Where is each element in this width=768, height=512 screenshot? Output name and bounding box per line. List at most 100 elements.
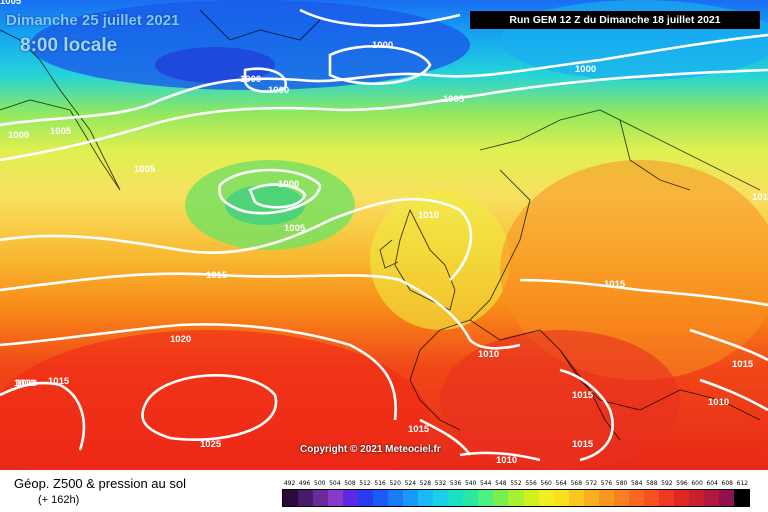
legend-value: 580 — [615, 480, 628, 487]
legend-value: 540 — [464, 480, 477, 487]
legend-value: 544 — [480, 480, 492, 487]
legend-value: 548 — [495, 480, 507, 487]
isobar-label: 1000 — [8, 130, 29, 141]
legend-swatch — [463, 490, 479, 506]
coastlines — [0, 9, 761, 441]
footer-subtitle: (+ 162h) — [38, 494, 80, 506]
footer-title: Géop. Z500 & pression au sol — [14, 476, 186, 491]
legend-swatch — [598, 490, 614, 506]
isobar-label: 1015 — [732, 359, 754, 370]
legend-value: 492 — [283, 480, 296, 487]
legend-swatch — [283, 490, 299, 506]
legend-value: 500 — [314, 480, 326, 487]
legend-swatch — [328, 490, 344, 506]
copyright-notice: Copyright © 2021 Meteociel.fr — [300, 444, 441, 455]
legend-value: 536 — [449, 480, 462, 487]
forecast-time: 8:00 locale — [20, 35, 118, 56]
legend-swatch — [703, 490, 719, 506]
footer: Géop. Z500 & pression au sol (+ 162h) 49… — [0, 470, 768, 512]
legend-swatch — [298, 490, 314, 506]
legend-value: 568 — [570, 480, 583, 487]
isobar-label: 1000 — [268, 85, 289, 96]
legend-swatch — [403, 490, 419, 506]
legend-swatch — [448, 490, 464, 506]
isobar-label: 1010 — [418, 210, 439, 221]
legend-swatch — [373, 490, 389, 506]
red-azores-blob — [0, 330, 430, 470]
legend-value: 612 — [736, 480, 749, 487]
isobar-label: 1005 — [443, 94, 465, 105]
legend-value: 592 — [661, 480, 673, 487]
isobar-label: 1005 — [50, 126, 72, 137]
legend-swatch — [523, 490, 539, 506]
legend-value: 588 — [646, 480, 658, 487]
isobar-label: 101 — [752, 192, 768, 203]
legend-swatch — [733, 490, 749, 506]
legend-swatch — [628, 490, 644, 506]
legend-swatch — [568, 490, 584, 506]
legend-value: 496 — [298, 480, 311, 487]
isobar-label: 1010 — [496, 455, 517, 466]
legend-value: 608 — [721, 480, 733, 487]
isobar-label: 1015 — [572, 390, 594, 401]
legend-value: 508 — [344, 480, 356, 487]
legend-swatch — [538, 490, 554, 506]
forecast-date: Dimanche 25 juillet 2021 — [6, 12, 180, 29]
isobar-label: 1010 — [14, 378, 35, 389]
legend-value: 552 — [510, 480, 522, 487]
isobar-label: 1005 — [134, 164, 156, 175]
isobar-label: 1015 — [572, 439, 594, 450]
isobar-label: 1015 — [48, 376, 70, 387]
isobar-label: 1005 — [0, 0, 22, 7]
isobar-label: 1000 — [575, 64, 596, 75]
low-height-blob — [30, 0, 470, 90]
legend-swatch — [343, 490, 359, 506]
legend-value: 528 — [419, 480, 432, 487]
isobar-labels: 1005 1000 1000 1000 1000 1005 1000 1005 … — [0, 0, 768, 466]
run-banner: Run GEM 12 Z du Dimanche 18 juillet 2021 — [470, 11, 760, 29]
legend-value: 512 — [359, 480, 371, 487]
legend-swatch — [493, 490, 509, 506]
legend-swatch — [643, 490, 659, 506]
legend-bar — [282, 489, 750, 507]
orange-europe-blob — [500, 160, 768, 380]
legend-value: 516 — [374, 480, 386, 487]
legend-swatch — [358, 490, 374, 506]
isobar-label: 1015 — [206, 270, 228, 281]
legend-value: 556 — [525, 480, 537, 487]
isobar-label: 1000 — [278, 179, 299, 190]
color-legend: 492 496 500 504 508 512 516 520 524 528 532 536 540 5… — [282, 480, 750, 507]
legend-swatch — [613, 490, 629, 506]
legend-swatch — [508, 490, 524, 506]
legend-value: 572 — [585, 480, 598, 487]
legend-value: 524 — [404, 480, 417, 487]
legend-swatch — [673, 490, 689, 506]
legend-swatch — [433, 490, 449, 506]
legend-swatch — [688, 490, 704, 506]
legend-swatch — [718, 490, 734, 506]
legend-value: 564 — [555, 480, 567, 487]
isobar-label: 1020 — [170, 334, 191, 345]
legend-swatch — [478, 490, 494, 506]
isobar-label: 1010 — [16, 378, 37, 389]
isobar-label: 1015 — [604, 279, 626, 290]
isobars — [0, 8, 768, 462]
isobar-label: 1010 — [478, 349, 499, 360]
legend-value: 596 — [676, 480, 688, 487]
legend-value: 560 — [540, 480, 552, 487]
legend-value: 520 — [389, 480, 401, 487]
legend-swatch — [418, 490, 434, 506]
legend-swatch — [583, 490, 599, 506]
legend-value: 532 — [434, 480, 447, 487]
isobar-label: 1000 — [372, 40, 393, 51]
legend-value: 600 — [691, 480, 703, 487]
red-med-blob — [440, 330, 680, 470]
isobar-label: 1000 — [240, 74, 261, 85]
legend-value: 576 — [600, 480, 613, 487]
legend-swatch — [313, 490, 329, 506]
legend-value: 604 — [706, 480, 718, 487]
legend-swatch — [553, 490, 569, 506]
legend-value: 504 — [329, 480, 341, 487]
legend-swatch — [658, 490, 674, 506]
isobar-label: 1015 — [408, 424, 430, 435]
